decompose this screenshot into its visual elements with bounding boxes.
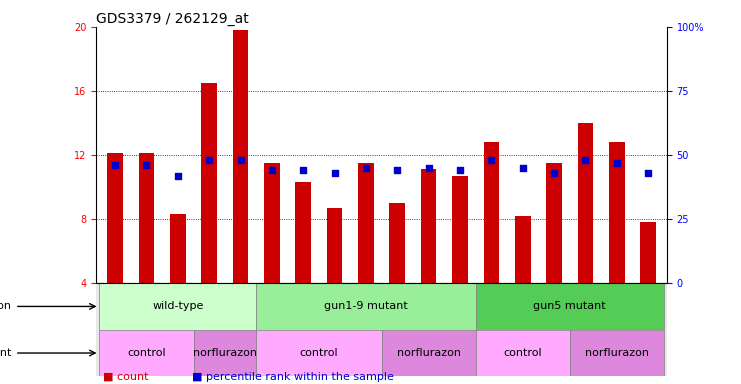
Point [360, 165, 372, 171]
Bar [327, 208, 342, 283]
Bar [256, 283, 476, 330]
Bar [264, 163, 279, 283]
Bar [99, 283, 256, 330]
Bar [452, 176, 468, 283]
Bar [390, 203, 405, 283]
Bar [546, 163, 562, 283]
Point [172, 172, 184, 179]
Bar [382, 330, 476, 376]
Bar [296, 182, 311, 283]
Point [579, 157, 591, 163]
Bar [640, 222, 656, 283]
Point [485, 157, 497, 163]
Text: control: control [503, 348, 542, 358]
Point [329, 170, 341, 176]
Bar [170, 214, 186, 283]
Point [454, 167, 466, 174]
Point [235, 157, 247, 163]
Point [516, 165, 528, 171]
Text: gun1-9 mutant: gun1-9 mutant [324, 301, 408, 311]
Point [109, 162, 121, 168]
Bar [256, 330, 382, 376]
Bar [515, 216, 531, 283]
Bar [483, 142, 499, 283]
Text: ■ count: ■ count [96, 372, 149, 382]
Text: norflurazon: norflurazon [396, 348, 461, 358]
Bar [570, 330, 664, 376]
Bar [233, 30, 248, 283]
Bar [609, 142, 625, 283]
Point [297, 167, 309, 174]
Point [611, 160, 622, 166]
Bar [476, 330, 570, 376]
Point [548, 170, 560, 176]
Text: control: control [299, 348, 338, 358]
Bar [421, 169, 436, 283]
Point [141, 162, 153, 168]
Bar [139, 153, 154, 283]
Bar [476, 283, 664, 330]
Text: gun5 mutant: gun5 mutant [534, 301, 606, 311]
Bar [193, 330, 256, 376]
Point [391, 167, 403, 174]
Text: genotype/variation: genotype/variation [0, 301, 12, 311]
Text: wild-type: wild-type [152, 301, 204, 311]
Point [266, 167, 278, 174]
Point [422, 165, 434, 171]
Bar [107, 153, 123, 283]
Text: norflurazon: norflurazon [585, 348, 648, 358]
Text: norflurazon: norflurazon [193, 348, 257, 358]
Bar [202, 83, 217, 283]
Text: ■ percentile rank within the sample: ■ percentile rank within the sample [185, 372, 394, 382]
Point [642, 170, 654, 176]
Text: agent: agent [0, 348, 12, 358]
Text: GDS3379 / 262129_at: GDS3379 / 262129_at [96, 12, 249, 26]
Bar [99, 330, 193, 376]
Bar [577, 123, 594, 283]
Point [203, 157, 215, 163]
Bar [358, 163, 373, 283]
Text: control: control [127, 348, 166, 358]
